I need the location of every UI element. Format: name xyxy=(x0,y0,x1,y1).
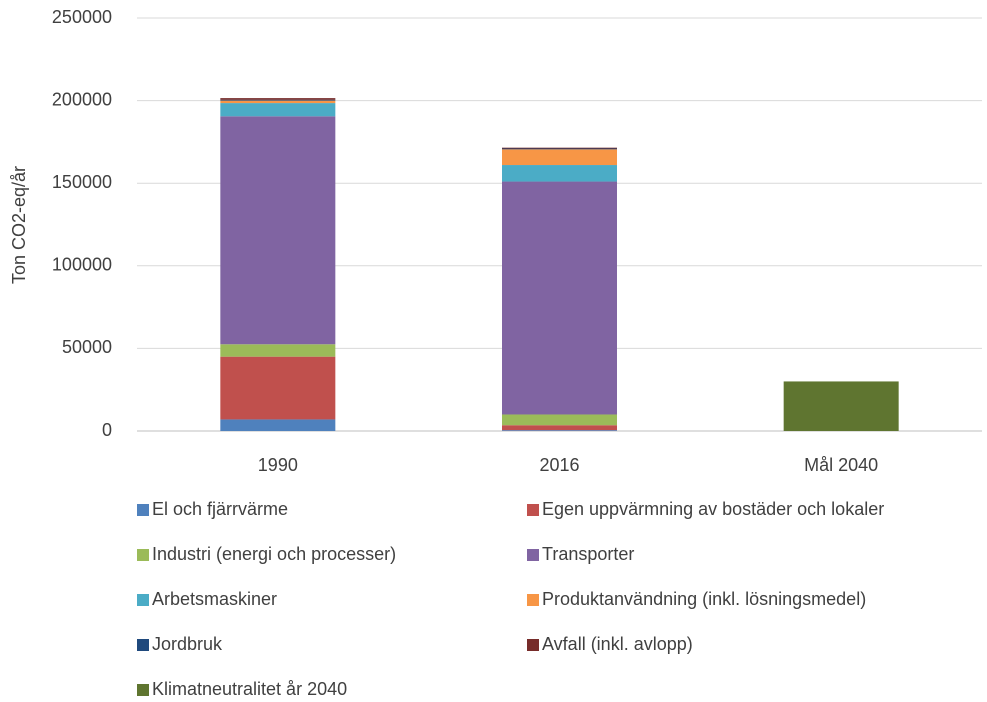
legend-label: Arbetsmaskiner xyxy=(152,589,277,609)
legend-swatch xyxy=(137,549,149,561)
bar-segment xyxy=(220,99,336,101)
legend-swatch xyxy=(137,684,149,696)
bar-segment xyxy=(502,148,617,150)
legend-swatch xyxy=(527,549,539,561)
bar-segment xyxy=(502,165,617,182)
bar-segment xyxy=(502,430,617,431)
legend-label: Jordbruk xyxy=(152,634,223,654)
legend-label: Industri (energi och processer) xyxy=(152,544,396,564)
legend-label: Transporter xyxy=(542,544,634,564)
bar-segment xyxy=(502,149,617,166)
legend-label: Klimatneutralitet år 2040 xyxy=(152,679,347,699)
y-tick-label: 0 xyxy=(102,420,112,440)
legend-swatch xyxy=(527,594,539,606)
legend-swatch xyxy=(137,504,149,516)
legend-label: El och fjärrvärme xyxy=(152,499,288,519)
y-tick-label: 100000 xyxy=(52,255,112,275)
y-tick-label: 200000 xyxy=(52,89,112,109)
bar-segment xyxy=(502,425,617,431)
legend-label: Produktanvändning (inkl. lösningsmedel) xyxy=(542,589,866,609)
legend-swatch xyxy=(527,504,539,516)
y-tick-label: 50000 xyxy=(62,337,112,357)
bar-segment xyxy=(220,344,336,357)
y-axis-label: Ton CO2-eq/år xyxy=(9,166,29,284)
bar-segment xyxy=(220,116,336,345)
bar-segment xyxy=(220,419,336,431)
bar-segment xyxy=(502,414,617,426)
bar-segment xyxy=(502,147,617,149)
bar-segment xyxy=(220,356,336,420)
bar-segment xyxy=(220,103,336,117)
x-tick-label: 2016 xyxy=(539,455,579,475)
bar-segment xyxy=(220,100,336,104)
legend-swatch xyxy=(137,639,149,651)
x-tick-label: Mål 2040 xyxy=(804,455,878,475)
y-tick-label: 150000 xyxy=(52,172,112,192)
legend-swatch xyxy=(527,639,539,651)
legend-label: Avfall (inkl. avlopp) xyxy=(542,634,693,654)
bar-segment xyxy=(783,381,899,431)
y-tick-label: 250000 xyxy=(52,7,112,27)
bar-segment xyxy=(220,98,336,100)
x-tick-label: 1990 xyxy=(258,455,298,475)
bar-segment xyxy=(502,181,617,415)
legend-label: Egen uppvärmning av bostäder och lokaler xyxy=(542,499,884,519)
legend-swatch xyxy=(137,594,149,606)
